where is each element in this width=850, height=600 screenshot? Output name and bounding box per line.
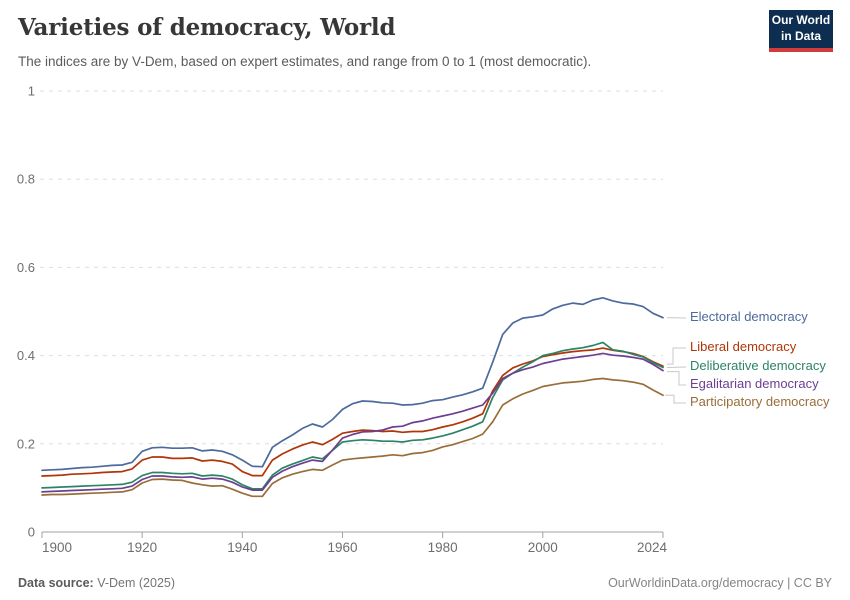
chart-footer: Data source: V-Dem (2025) OurWorldinData…	[0, 576, 850, 590]
y-tick-label-0.8: 0.8	[17, 172, 35, 187]
x-tick-label-2000: 2000	[528, 540, 558, 555]
owid-logo-line2: in Data	[780, 29, 821, 43]
legend-label-deliberative-democracy[interactable]: Deliberative democracy	[690, 358, 826, 373]
legend-connector-1	[667, 347, 686, 365]
data-source-label: Data source:	[18, 576, 94, 590]
data-source[interactable]: Data source: V-Dem (2025)	[18, 576, 175, 590]
y-tick-label-1: 1	[28, 84, 35, 99]
y-tick-label-0.2: 0.2	[17, 436, 35, 451]
y-tick-label-0: 0	[28, 525, 35, 540]
x-tick-label-2024: 2024	[637, 540, 668, 555]
legend-connector-4	[665, 394, 686, 404]
x-tick-label-1980: 1980	[428, 540, 458, 555]
owid-logo[interactable]: Our World in Data	[769, 10, 833, 52]
legend-label-participatory-democracy[interactable]: Participatory democracy	[690, 394, 830, 409]
legend-label-egalitarian-democracy[interactable]: Egalitarian democracy	[690, 376, 819, 391]
series-line-deliberative-democracy[interactable]	[41, 341, 664, 490]
series-line-egalitarian-democracy[interactable]	[41, 352, 664, 493]
page-title: Varieties of democracy, World	[18, 14, 396, 41]
legend-label-liberal-democracy[interactable]: Liberal democracy	[690, 339, 797, 354]
x-tick-label-1900: 1900	[42, 540, 72, 555]
legend-connector-3	[667, 371, 686, 386]
owid-logo-line1: Our World	[771, 13, 831, 28]
chart-subtitle: The indices are by V-Dem, based on exper…	[18, 54, 592, 69]
x-tick-label-1920: 1920	[127, 540, 157, 555]
series-line-electoral-democracy[interactable]	[41, 296, 664, 472]
legend-label-electoral-democracy[interactable]: Electoral democracy	[690, 309, 808, 324]
legend-connector-2	[666, 366, 687, 369]
x-tick-label-1940: 1940	[227, 540, 257, 555]
x-tick-label-1960: 1960	[327, 540, 357, 555]
series-line-participatory-democracy[interactable]	[41, 377, 664, 498]
series-line-liberal-democracy[interactable]	[41, 347, 664, 477]
data-source-value: V-Dem (2025)	[97, 576, 176, 590]
attribution-link[interactable]: OurWorldinData.org/democracy | CC BY	[608, 576, 832, 590]
y-tick-label-0.6: 0.6	[17, 260, 35, 275]
y-tick-label-0.4: 0.4	[17, 348, 35, 363]
